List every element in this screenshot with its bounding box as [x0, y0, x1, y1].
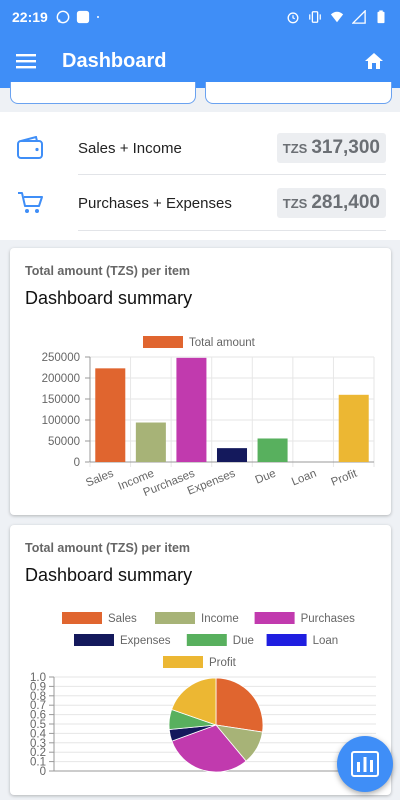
y-tick-label: 1.0 [30, 672, 46, 684]
currency: TZS [282, 141, 308, 156]
pie-slice-purchases [171, 724, 247, 773]
pie-chart-card: Total amount (TZS) per item Dashboard su… [10, 525, 391, 795]
sales-income-row[interactable]: Sales + Income TZS 317,300 [0, 120, 400, 176]
legend-label: Loan [313, 635, 339, 647]
dot-icon [96, 16, 99, 18]
legend-label: Income [201, 613, 239, 625]
y-tick-label: 0.8 [30, 691, 46, 703]
bar-purchases [176, 357, 207, 462]
bar-chart-card: Total amount (TZS) per item Dashboard su… [10, 248, 391, 515]
currency: TZS [282, 196, 308, 211]
battery-icon [377, 10, 385, 24]
bar-card-title: Dashboard summary [25, 288, 193, 308]
bar-chart-icon [351, 751, 379, 777]
y-tick-label: 0.3 [30, 738, 46, 750]
legend-swatch-profit [163, 656, 203, 668]
charts-fab-button[interactable] [337, 736, 393, 792]
bar-expenses [216, 448, 248, 462]
legend-label: Profit [209, 657, 237, 669]
vibrate-icon [309, 11, 321, 23]
page-title: Dashboard [62, 49, 167, 72]
y-tick-label: 0.9 [30, 681, 46, 693]
legend-swatch-expenses [74, 634, 114, 646]
y-tick-label: 100000 [42, 415, 80, 427]
y-tick-label: 0.4 [30, 728, 47, 740]
pie-card-title: Dashboard summary [25, 565, 193, 585]
legend-swatch-purchases [254, 612, 295, 624]
divider [78, 174, 386, 175]
pie-card-subtitle: Total amount (TZS) per item [25, 541, 191, 555]
app-bar: Dashboard [0, 34, 400, 88]
signal-icon [352, 10, 366, 24]
y-tick-label: 200000 [42, 373, 80, 385]
y-tick-label: 0.1 [30, 757, 46, 769]
pie-chart: Sales Income Purchases Expenses Due Loan Profi… [30, 612, 376, 778]
status-bar: 22:19 [0, 0, 400, 34]
legend-swatch [143, 336, 183, 348]
amount-value: 281,400 [311, 192, 380, 213]
y-tick-label: 0.7 [30, 700, 46, 712]
legend-swatch-sales [62, 612, 102, 624]
bar-chart: Total amount 0 50000 100000 150000 200000 2500… [42, 336, 375, 499]
y-tick-label: 250000 [42, 352, 80, 364]
y-tick-label: 0 [40, 766, 46, 778]
y-tick-label: 50000 [48, 436, 80, 448]
x-tick-label: Due [254, 468, 278, 487]
purchases-expenses-row[interactable]: Purchases + Expenses TZS 281,400 [0, 175, 400, 231]
bar-profit [338, 394, 369, 462]
purchases-expenses-amount: TZS 281,400 [276, 188, 386, 218]
wifi-icon [330, 11, 344, 23]
pie-slice-sales [215, 677, 264, 733]
bar-card-subtitle: Total amount (TZS) per item [25, 264, 191, 278]
app-notification-icon [76, 10, 89, 24]
bar-income [135, 422, 166, 462]
x-tick-label: Loan [290, 468, 318, 489]
legend-label: Total amount [189, 337, 256, 349]
y-tick-label: 0.6 [30, 710, 46, 722]
summary-list: Sales + Income TZS 317,300 Purchases + Ex… [0, 112, 400, 240]
sales-income-label: Sales + Income [78, 139, 182, 157]
bar-due [257, 438, 288, 462]
legend-label: Purchases [301, 613, 356, 625]
top-cards-area [0, 82, 400, 106]
legend-label: Expenses [120, 635, 171, 647]
purchases-expenses-label: Purchases + Expenses [78, 194, 232, 212]
pie-slice-profit [171, 677, 217, 726]
y-tick-label: 150000 [42, 394, 80, 406]
menu-icon[interactable] [16, 53, 36, 69]
amount-value: 317,300 [311, 137, 380, 158]
legend-label: Sales [108, 613, 137, 625]
legend-swatch-loan [266, 634, 307, 646]
top-card-right[interactable] [205, 82, 392, 104]
legend-swatch-due [186, 634, 227, 646]
x-tick-label: Profit [329, 467, 359, 488]
cart-icon [18, 192, 43, 213]
whatsapp-icon [56, 10, 70, 24]
bar-sales [95, 368, 126, 462]
wallet-icon [17, 136, 43, 159]
home-icon[interactable] [364, 52, 384, 70]
y-tick-label: 0 [74, 457, 80, 469]
x-tick-label: Sales [84, 468, 115, 490]
legend-label: Due [233, 635, 254, 647]
status-time: 22:19 [12, 9, 48, 25]
sales-income-amount: TZS 317,300 [276, 133, 386, 163]
alarm-icon [287, 12, 299, 24]
legend-swatch-income [155, 612, 195, 624]
divider [78, 230, 386, 231]
top-card-left[interactable] [10, 82, 196, 104]
y-tick-label: 0.5 [30, 719, 46, 731]
y-tick-label: 0.2 [30, 747, 46, 759]
